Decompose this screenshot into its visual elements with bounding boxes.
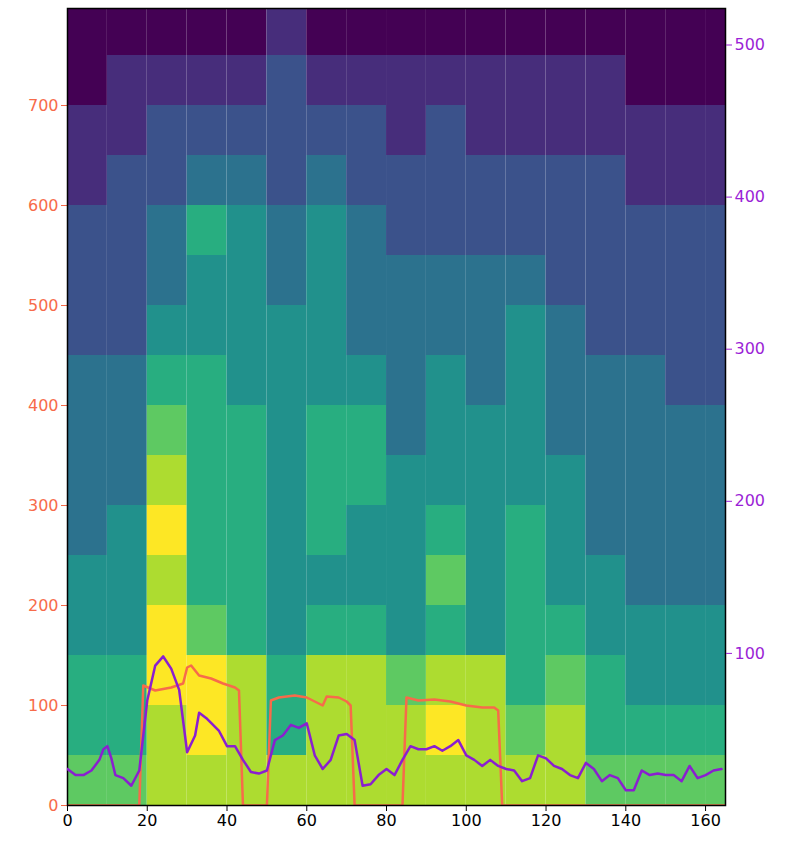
svg-text:40: 40	[217, 811, 237, 830]
svg-text:600: 600	[28, 196, 59, 215]
svg-text:400: 400	[735, 187, 766, 206]
svg-text:0: 0	[62, 811, 72, 830]
svg-text:300: 300	[28, 496, 59, 515]
svg-text:160: 160	[690, 811, 721, 830]
svg-text:500: 500	[735, 35, 766, 54]
svg-text:200: 200	[735, 491, 766, 510]
svg-text:0: 0	[48, 796, 58, 815]
svg-text:140: 140	[611, 811, 642, 830]
svg-text:100: 100	[28, 696, 59, 715]
svg-text:700: 700	[28, 96, 59, 115]
svg-text:200: 200	[28, 596, 59, 615]
svg-text:100: 100	[735, 644, 766, 663]
svg-text:20: 20	[137, 811, 157, 830]
svg-text:100: 100	[451, 811, 482, 830]
svg-text:80: 80	[376, 811, 396, 830]
svg-text:500: 500	[28, 296, 59, 315]
svg-text:120: 120	[531, 811, 562, 830]
svg-text:300: 300	[735, 339, 766, 358]
svg-text:400: 400	[28, 396, 59, 415]
svg-text:60: 60	[297, 811, 317, 830]
